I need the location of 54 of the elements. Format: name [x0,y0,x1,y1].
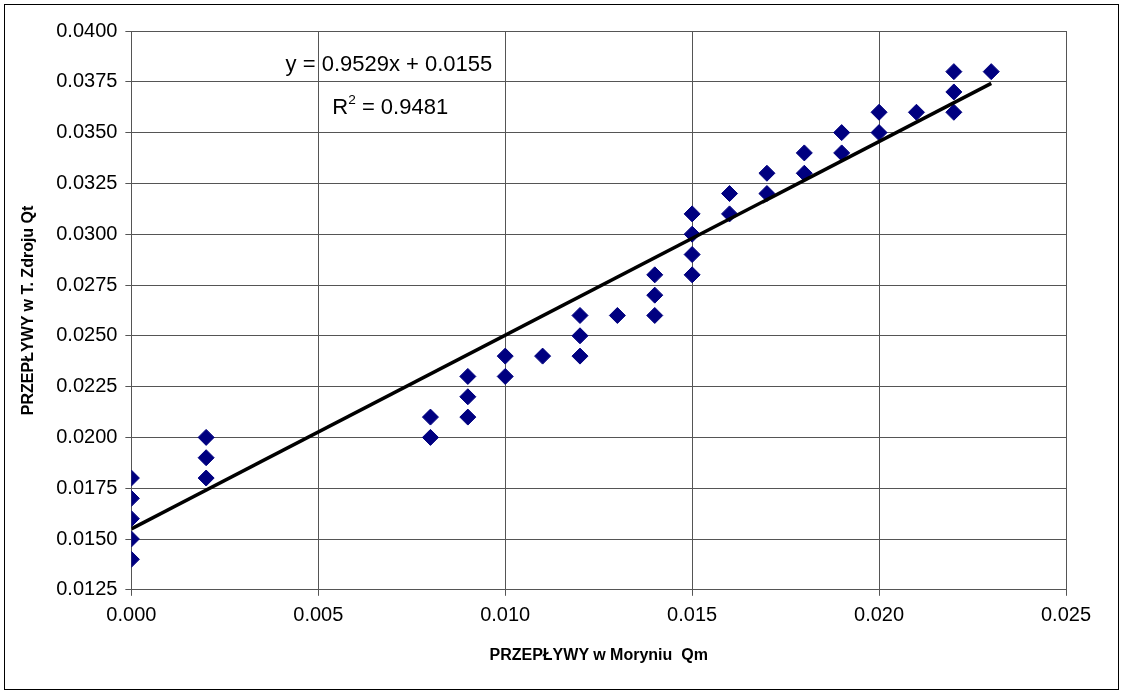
y-tick-label: 0.0225 [56,374,118,397]
point [683,266,701,284]
point [982,63,1000,81]
point [833,124,851,142]
point [646,286,664,304]
y-tick-label: 0.0200 [56,424,118,447]
point [683,205,701,223]
point [721,185,739,203]
point [421,408,439,426]
point [197,469,215,487]
point [945,103,963,121]
point [459,388,477,406]
point [907,103,925,121]
y-tick-label: 0.0375 [56,69,118,92]
point [683,246,701,264]
y-tick-label: 0.0325 [56,170,118,193]
point [421,428,439,446]
x-tick-label: 0.010 [480,603,531,626]
point [833,144,851,162]
point [870,103,888,121]
point [870,124,888,142]
x-tick-label: 0.000 [106,603,157,626]
point [571,306,589,324]
point [945,63,963,81]
point [197,428,215,446]
y-tick-label: 0.0275 [56,272,118,295]
x-tick-label: 0.025 [1040,603,1092,626]
y-tick-label: 0.0125 [56,577,118,600]
x-tick-label: 0.015 [667,603,718,626]
point [646,266,664,284]
x-tick-label: 0.020 [854,603,905,626]
point [197,449,215,467]
point [496,347,514,365]
point [758,164,776,182]
y-tick-label: 0.0175 [56,475,118,498]
point [459,367,477,385]
y-tick-label: 0.0150 [56,526,118,549]
y-axis-title: PRZEPŁYWY w T. Zdroju Qt [19,204,37,416]
y-tick-label: 0.0400 [56,18,118,41]
point [571,327,589,345]
point [945,83,963,101]
point [571,347,589,365]
annotation: y = 0.9529x + 0.0155 [285,51,493,76]
point [534,347,552,365]
point [795,144,813,162]
x-axis-title: PRZEPŁYWY w Moryniu Qm [489,645,708,663]
point [496,367,514,385]
point [608,306,626,324]
point [646,306,664,324]
x-tick-label: 0.005 [293,603,344,626]
y-tick-label: 0.0250 [56,323,118,346]
y-tick-label: 0.0350 [56,120,118,143]
point [459,408,477,426]
y-tick-label: 0.0300 [56,221,118,244]
